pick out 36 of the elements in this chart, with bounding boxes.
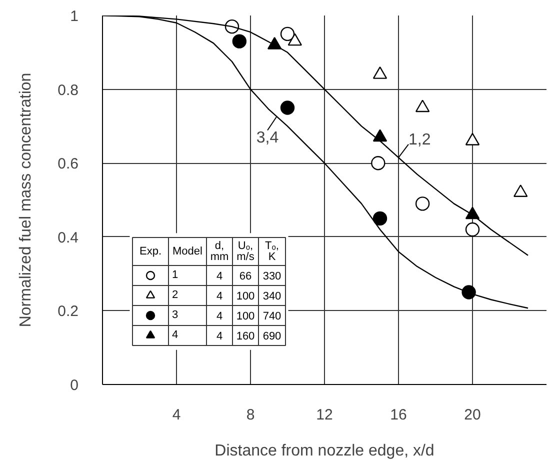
annotation: 1,2 xyxy=(408,131,431,148)
annotation: 4 xyxy=(216,330,223,342)
annotation: 100 xyxy=(236,290,255,302)
x-axis-title: Distance from nozzle edge, x/d xyxy=(214,442,434,460)
annotation: 4 xyxy=(216,270,223,282)
annotation: 100 xyxy=(236,310,255,322)
y-tick-label: 0.8 xyxy=(58,82,79,99)
annotation: 340 xyxy=(262,290,282,302)
y-tick-label: 0.6 xyxy=(58,156,79,173)
legend-label: 1 xyxy=(172,268,180,283)
legend-label: 2 xyxy=(172,288,180,303)
y-tick-label: 0.4 xyxy=(58,229,79,246)
annotation: 4 xyxy=(216,290,223,302)
annotation: Tₒ, K xyxy=(265,240,279,264)
annotation: 690 xyxy=(262,330,282,342)
annotation: 160 xyxy=(236,330,255,342)
x-tick-label: 20 xyxy=(464,406,481,424)
x-tick-label: 12 xyxy=(316,406,333,424)
annotation: d, mm xyxy=(210,240,229,264)
x-tick-label: 4 xyxy=(172,406,181,424)
annotation: Uₒ, m/s xyxy=(236,240,255,264)
annotation: 66 xyxy=(239,270,252,282)
y-tick-label: 0.2 xyxy=(58,303,79,320)
annotation: 330 xyxy=(262,270,282,282)
y-tick-label: 0 xyxy=(70,377,78,394)
annotation: 740 xyxy=(262,310,282,322)
legend-label: 4 xyxy=(172,328,180,343)
x-tick-label: 16 xyxy=(390,406,407,424)
y-axis-title: Normalized fuel mass concentration xyxy=(18,72,35,328)
y-tick-label: 1 xyxy=(70,8,78,25)
x-tick-label: 8 xyxy=(246,406,255,424)
annotation: Exp. xyxy=(139,246,162,258)
legend-label: 3 xyxy=(172,308,180,323)
annotation: Model xyxy=(172,246,202,258)
annotation: 3,4 xyxy=(256,129,279,146)
annotation: 4 xyxy=(216,310,223,322)
